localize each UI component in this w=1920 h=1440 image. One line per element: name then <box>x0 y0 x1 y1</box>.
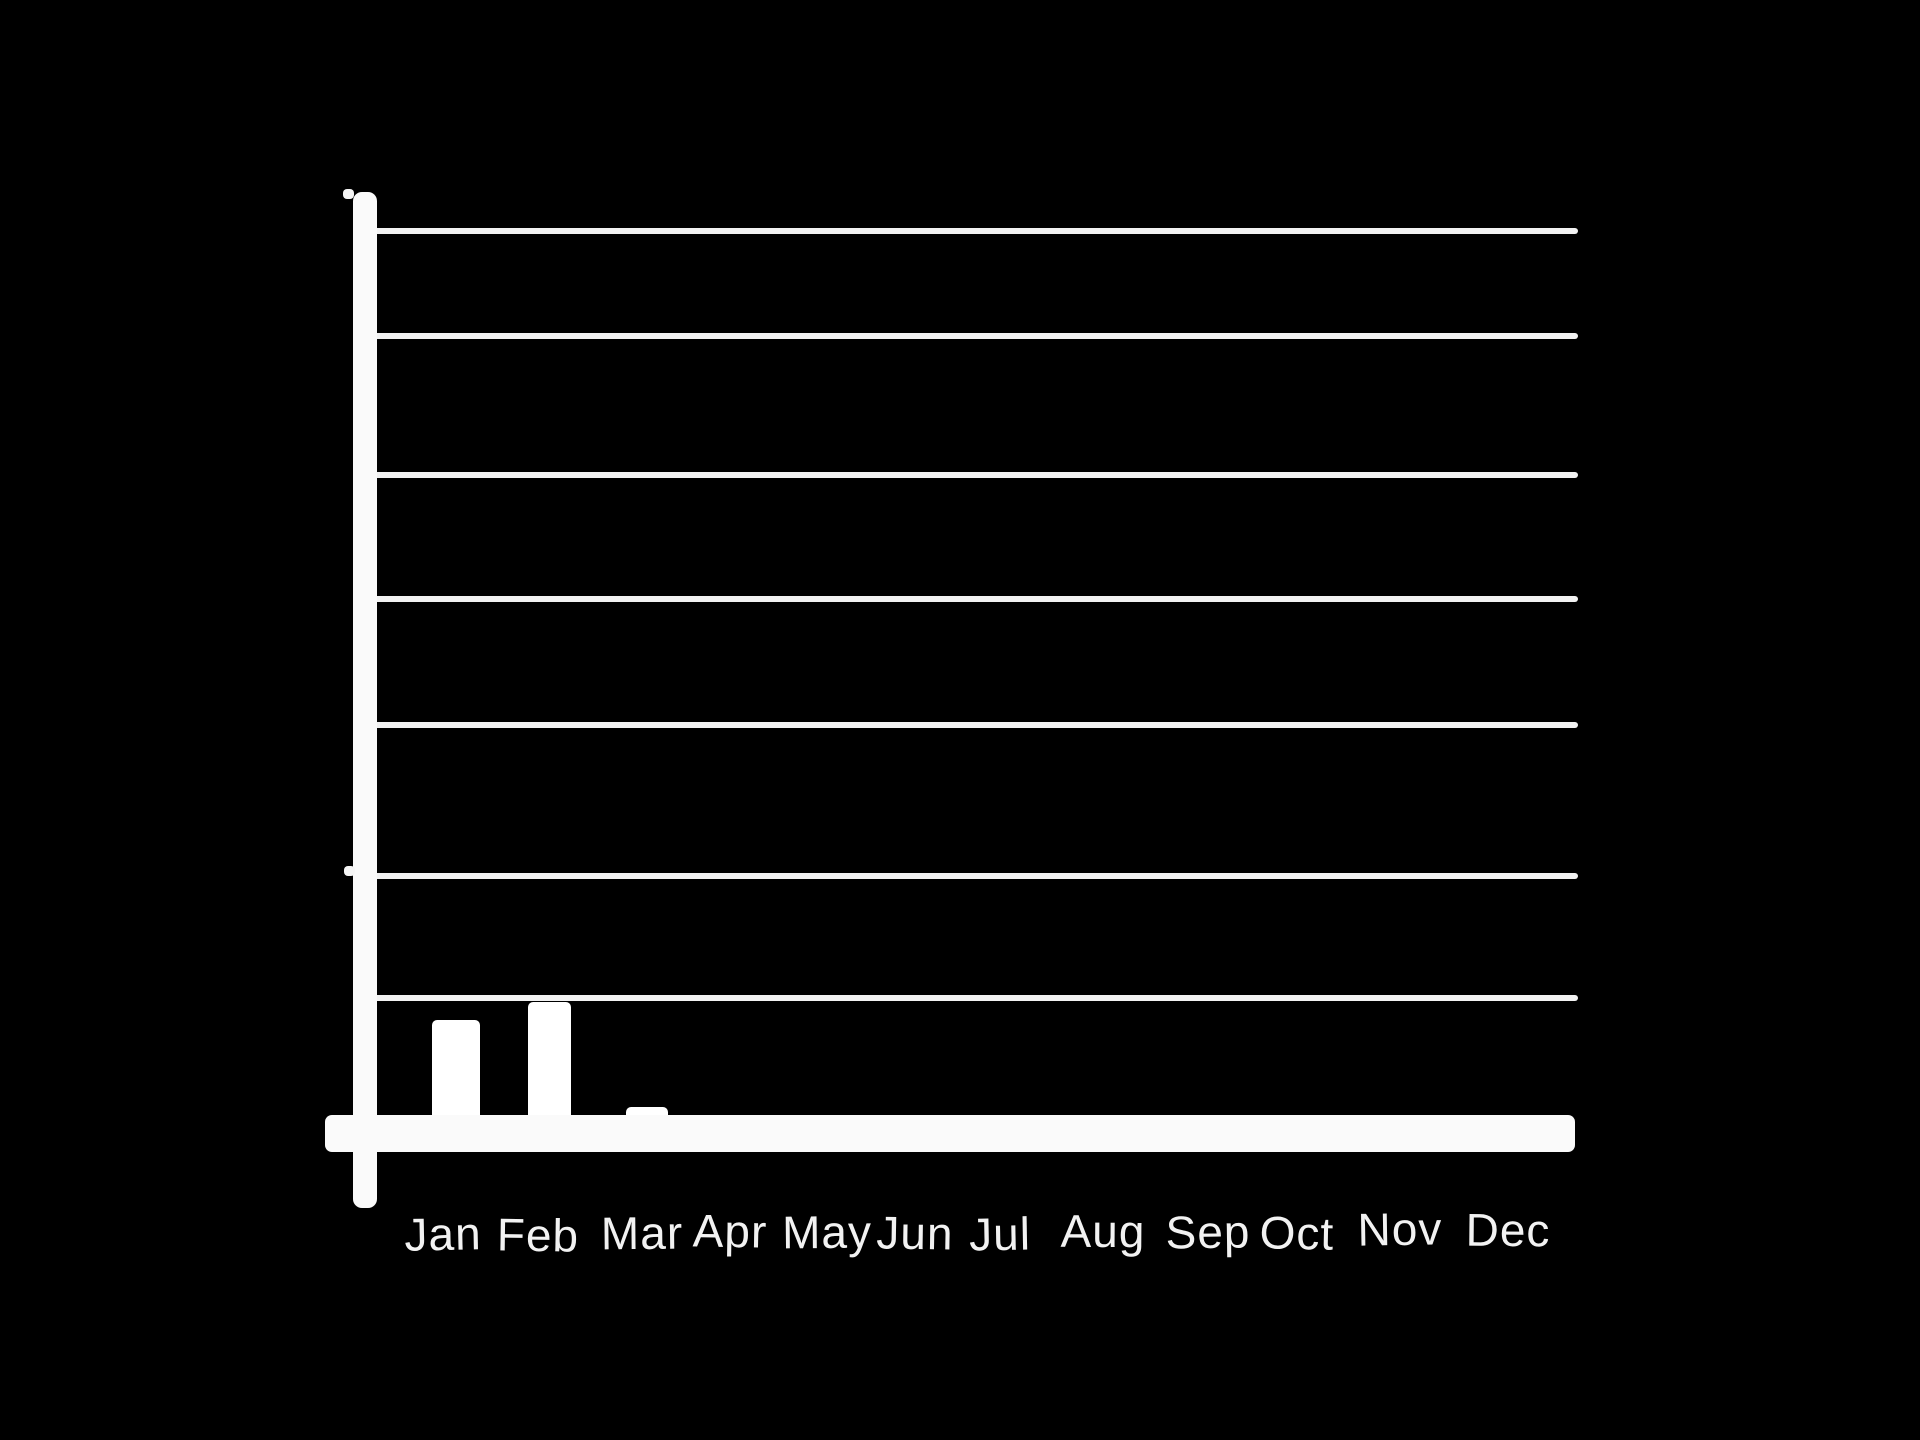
gridline-5 <box>370 722 1578 728</box>
gridline-4 <box>370 596 1578 602</box>
x-axis-line <box>325 1115 1575 1152</box>
bar-jan <box>432 1020 480 1130</box>
y-axis-tick-2 <box>344 866 355 876</box>
y-axis-line <box>353 192 377 1208</box>
gridline-7 <box>370 995 1578 1001</box>
gridline-2 <box>370 333 1578 339</box>
gridline-6 <box>370 873 1578 879</box>
y-axis-tick-1 <box>343 189 354 199</box>
gridline-1 <box>370 228 1578 234</box>
bar-feb <box>528 1002 571 1130</box>
x-tick-label-dec: Dec <box>1465 1203 1551 1257</box>
gridline-3 <box>370 472 1578 478</box>
